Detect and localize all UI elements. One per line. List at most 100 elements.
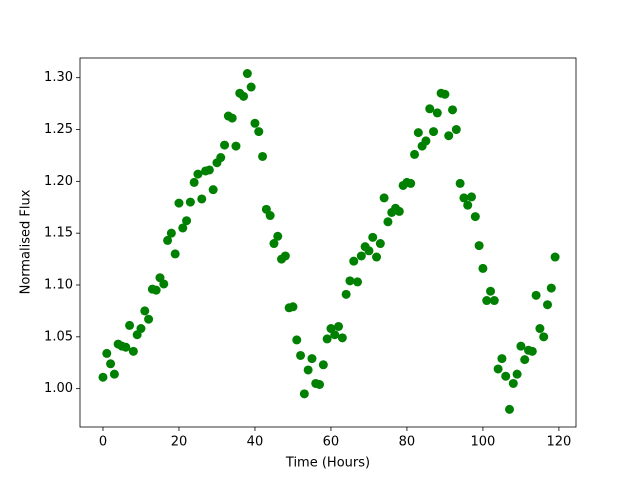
point: [486, 286, 496, 296]
point: [459, 193, 469, 203]
point: [280, 251, 290, 261]
point: [102, 348, 112, 358]
point: [375, 239, 385, 249]
point: [501, 371, 511, 381]
point: [505, 404, 515, 414]
point: [193, 169, 203, 179]
point: [220, 140, 230, 150]
point: [520, 355, 530, 365]
point: [299, 389, 309, 399]
point: [250, 118, 260, 128]
point: [151, 285, 161, 295]
point: [98, 372, 108, 382]
point: [543, 300, 553, 310]
point: [254, 127, 264, 137]
point: [372, 252, 382, 262]
point: [216, 153, 226, 163]
point: [242, 69, 252, 79]
point: [550, 252, 560, 262]
y-tick-label: 1.00: [44, 381, 73, 396]
point: [413, 128, 423, 138]
point: [432, 108, 442, 118]
point: [341, 289, 351, 299]
point: [128, 346, 138, 356]
point: [364, 246, 374, 256]
point: [379, 193, 389, 203]
point: [535, 324, 545, 334]
point: [444, 131, 454, 141]
point: [204, 165, 214, 175]
point: [470, 212, 480, 222]
point: [368, 232, 378, 242]
point: [189, 177, 199, 187]
point: [246, 82, 256, 92]
point: [539, 332, 549, 342]
point: [166, 228, 176, 238]
point: [489, 296, 499, 306]
point: [322, 334, 332, 344]
y-tick-label: 1.30: [44, 70, 73, 85]
y-tick-label: 1.05: [44, 329, 73, 344]
point: [239, 91, 249, 101]
point: [330, 330, 340, 340]
point: [163, 235, 173, 245]
point: [512, 369, 522, 379]
y-tick-label: 1.10: [44, 277, 73, 292]
y-axis-label: Normalised Flux: [19, 189, 34, 294]
point: [349, 256, 359, 266]
point: [455, 178, 465, 188]
point: [318, 360, 328, 370]
point: [273, 231, 283, 241]
y-tick-label: 1.25: [44, 122, 73, 137]
point: [531, 290, 541, 300]
point: [425, 104, 435, 114]
point: [288, 302, 298, 312]
plot-area: [80, 58, 576, 427]
point: [334, 321, 344, 331]
point: [493, 364, 503, 374]
point: [394, 206, 404, 216]
point: [136, 324, 146, 334]
x-tick-label: 60: [323, 435, 340, 450]
point: [482, 296, 492, 306]
point: [125, 320, 135, 330]
point: [527, 346, 537, 356]
point: [140, 306, 150, 316]
point: [497, 354, 507, 364]
x-tick-label: 80: [399, 435, 416, 450]
point: [178, 223, 188, 233]
point: [144, 314, 154, 324]
point: [448, 105, 458, 115]
point: [546, 283, 556, 293]
point: [303, 365, 313, 375]
point: [345, 276, 355, 286]
point: [292, 335, 302, 345]
x-tick-label: 40: [247, 435, 264, 450]
x-tick-label: 0: [99, 435, 107, 450]
point: [208, 185, 218, 195]
point: [182, 216, 192, 226]
point: [353, 277, 363, 287]
point: [474, 241, 484, 251]
point: [337, 333, 347, 343]
point: [421, 136, 431, 146]
point: [516, 341, 526, 351]
point: [356, 251, 366, 261]
point: [269, 239, 279, 249]
point: [315, 380, 325, 390]
y-tick-label: 1.15: [44, 226, 73, 241]
point: [170, 249, 180, 259]
point: [508, 378, 518, 388]
point: [478, 263, 488, 273]
axes-frame: [79, 57, 577, 428]
point: [185, 197, 195, 207]
point: [197, 194, 207, 204]
point: [451, 125, 461, 135]
y-tick-label: 1.20: [44, 174, 73, 189]
point: [296, 350, 306, 360]
point: [410, 149, 420, 159]
point: [383, 217, 393, 227]
point: [258, 151, 268, 161]
point: [467, 192, 477, 202]
